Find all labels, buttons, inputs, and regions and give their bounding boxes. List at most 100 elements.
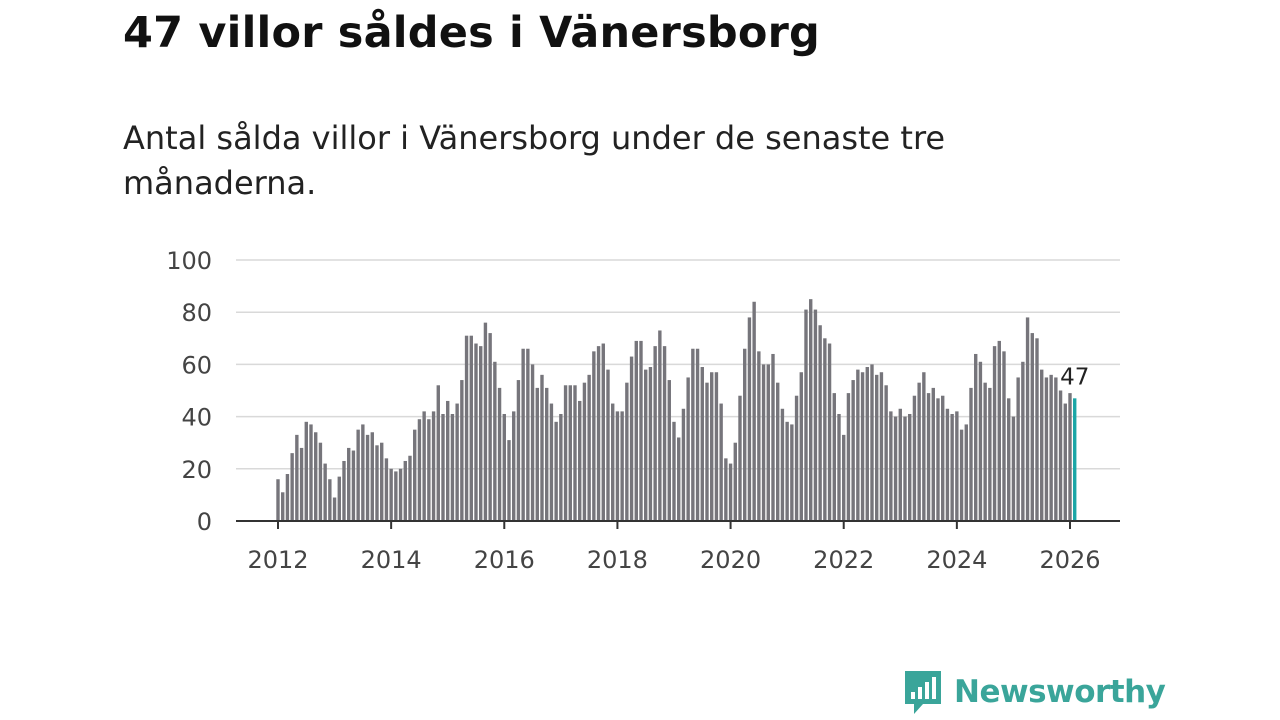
bar	[1025, 317, 1030, 521]
bar	[328, 479, 332, 521]
bar	[516, 380, 521, 521]
bar	[926, 393, 931, 521]
bar	[535, 387, 539, 521]
bar	[747, 317, 752, 521]
bar	[625, 382, 629, 521]
bar	[554, 421, 558, 521]
bar	[757, 351, 761, 521]
bar	[455, 403, 459, 521]
bar	[563, 385, 568, 521]
bar	[342, 460, 346, 521]
bar	[356, 429, 360, 521]
bar	[299, 447, 304, 521]
bar	[903, 416, 907, 521]
bar	[714, 372, 719, 521]
bar	[945, 408, 950, 521]
bar	[922, 372, 926, 521]
bar	[644, 369, 648, 521]
bar	[950, 413, 954, 521]
bar	[908, 413, 912, 521]
bar	[959, 429, 964, 521]
bar	[611, 403, 615, 521]
bar	[592, 351, 596, 521]
bar	[1035, 338, 1039, 521]
bar	[1049, 374, 1053, 521]
bar	[648, 367, 653, 521]
bar	[700, 367, 704, 521]
x-tick-label: 2026	[1039, 546, 1100, 574]
bar	[1063, 403, 1067, 521]
bar	[875, 374, 879, 521]
bar	[974, 353, 978, 521]
bar	[526, 348, 530, 521]
bar	[653, 346, 657, 521]
bar	[936, 398, 940, 521]
x-tick-label: 2014	[361, 546, 422, 574]
bar	[507, 440, 511, 521]
bar	[978, 361, 983, 521]
bar	[323, 463, 327, 521]
bar	[337, 476, 341, 521]
bar	[413, 429, 417, 521]
bar	[606, 369, 610, 521]
bar	[304, 421, 308, 521]
bar	[771, 353, 775, 521]
bar	[417, 419, 422, 521]
bar	[728, 463, 733, 521]
bar	[988, 387, 992, 521]
bar	[512, 411, 516, 521]
bar	[403, 460, 407, 521]
y-axis-labels: 0 20 40 60 80 100	[166, 247, 212, 536]
bar	[752, 301, 756, 521]
bar	[1044, 377, 1049, 521]
bar	[568, 385, 572, 521]
bar	[691, 348, 695, 521]
bar	[809, 299, 813, 521]
bar	[842, 434, 846, 521]
bar	[479, 346, 483, 521]
bar	[314, 432, 318, 521]
bar	[832, 393, 836, 521]
newsworthy-logo-icon	[905, 671, 941, 714]
y-tick-label: 20	[181, 456, 212, 484]
bar	[804, 309, 808, 521]
bar	[931, 387, 935, 521]
x-tick-label: 2016	[474, 546, 535, 574]
bar	[587, 374, 591, 521]
bar	[695, 348, 700, 521]
bar	[634, 340, 638, 521]
bar	[827, 343, 832, 521]
bar	[1058, 390, 1063, 521]
bar	[1030, 333, 1034, 521]
bar	[893, 416, 898, 521]
bar	[398, 468, 403, 521]
x-tick-label: 2018	[587, 546, 648, 574]
bar	[530, 364, 535, 521]
bar	[615, 411, 620, 521]
bar-chart: 0 20 40 60 80 100 2012 2014 2016 2018 2020 2022 202…	[166, 247, 1120, 574]
bar	[450, 413, 455, 521]
bar	[332, 497, 337, 521]
bar	[596, 346, 601, 521]
bar	[658, 330, 662, 521]
bar	[917, 382, 921, 521]
bar	[738, 395, 742, 521]
bar	[347, 447, 351, 521]
bar	[483, 322, 488, 521]
bar	[309, 424, 313, 521]
bar	[488, 333, 492, 521]
bar	[672, 421, 676, 521]
bar	[790, 424, 794, 521]
newsworthy-logo: Newsworthy	[902, 668, 1166, 716]
bar	[677, 437, 681, 521]
bar	[365, 434, 370, 521]
bar	[1007, 398, 1011, 521]
y-tick-label: 0	[197, 508, 212, 536]
bar	[785, 421, 789, 521]
bar	[889, 411, 893, 521]
bar	[422, 411, 426, 521]
x-axis	[236, 520, 1120, 529]
bar	[761, 364, 766, 521]
bar	[582, 382, 587, 521]
bar	[380, 442, 384, 521]
